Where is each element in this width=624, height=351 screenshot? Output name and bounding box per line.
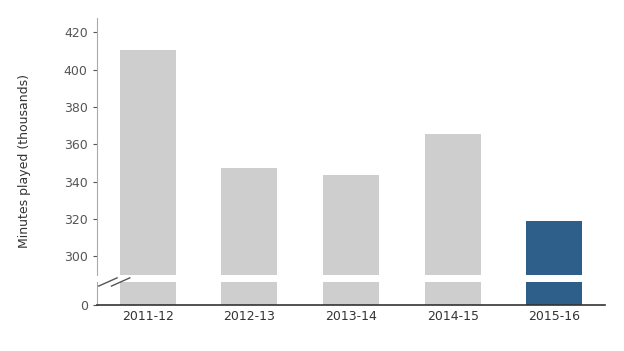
Bar (323, 0, 379, 305)
Bar (222, 168, 277, 351)
Text: Minutes played (thousands): Minutes played (thousands) (19, 74, 31, 249)
Bar (527, 0, 582, 305)
Bar (120, 0, 175, 305)
Bar (120, 49, 175, 351)
Bar (222, 0, 277, 305)
Bar (527, 220, 582, 351)
Bar (323, 176, 379, 351)
Bar (425, 134, 480, 351)
Bar (425, 0, 480, 305)
